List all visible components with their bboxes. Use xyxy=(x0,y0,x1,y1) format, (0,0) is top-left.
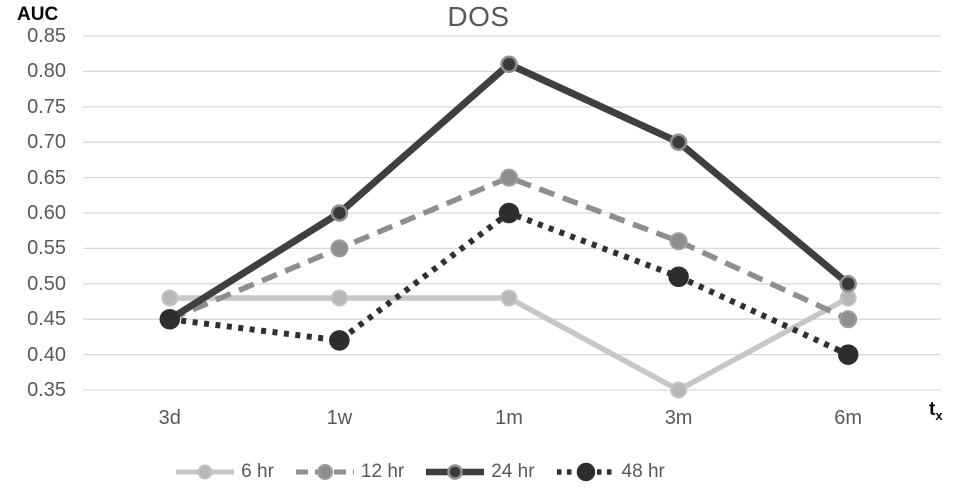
legend-marker-48-hr xyxy=(576,462,595,482)
marker-48-hr-1w xyxy=(329,330,350,351)
marker-12-hr-1w xyxy=(330,239,349,258)
y-tick-label: 0.55 xyxy=(27,237,66,260)
marker-6-hr-1w xyxy=(330,289,348,307)
legend: 6 hr 12 hr 24 hr 48 hr xyxy=(0,461,840,483)
chart-title: DOS xyxy=(447,1,510,32)
legend-label-48-hr: 48 hr xyxy=(621,461,665,482)
y-tick-label: 0.75 xyxy=(27,95,66,118)
y-tick-label: 0.50 xyxy=(27,272,66,295)
legend-marker-12-hr xyxy=(316,464,333,480)
y-tick-label: 0.60 xyxy=(27,202,66,224)
legend-swatch-12-hr xyxy=(295,464,354,480)
y-tick-label: 0.65 xyxy=(27,166,66,189)
x-tick-label-1w: 1w xyxy=(326,407,353,429)
marker-24-hr-1w xyxy=(330,204,349,222)
marker-6-hr-1m xyxy=(500,289,518,307)
marker-6-hr-3d xyxy=(161,289,179,307)
x-axis-title-sub: x xyxy=(935,407,943,423)
x-tick-label-1m: 1m xyxy=(495,407,523,429)
y-tick-label: 0.70 xyxy=(27,131,66,154)
legend-label-12-hr: 12 hr xyxy=(360,461,405,482)
y-axis-title: AUC xyxy=(17,4,59,25)
legend-swatch-24-hr xyxy=(426,464,485,480)
marker-48-hr-6m xyxy=(837,344,859,365)
marker-24-hr-6m xyxy=(839,275,857,293)
marker-48-hr-1m xyxy=(498,202,520,224)
y-tick-label: 0.40 xyxy=(27,343,66,366)
legend-swatch-6-hr xyxy=(176,464,235,480)
y-tick-label: 0.85 xyxy=(27,25,66,47)
marker-24-hr-1m xyxy=(500,55,518,74)
marker-24-hr-3m xyxy=(669,133,688,151)
marker-6-hr-3m xyxy=(670,381,688,399)
marker-48-hr-3m xyxy=(668,266,689,287)
legend-item-48-hr: 48 hr xyxy=(556,461,665,483)
x-tick-label-3m: 3m xyxy=(664,407,693,429)
marker-12-hr-1m xyxy=(500,168,518,187)
x-tick-label-3d: 3d xyxy=(158,407,181,429)
series-line-12-hr xyxy=(168,174,850,322)
legend-item-24-hr: 24 hr xyxy=(425,461,535,483)
marker-6-hr-6m xyxy=(839,289,857,307)
legend-marker-6-hr xyxy=(197,464,213,480)
marker-12-hr-6m xyxy=(839,310,858,329)
marker-12-hr-3m xyxy=(669,232,688,251)
legend-swatch-48-hr xyxy=(556,462,615,482)
legend-item-6-hr: 6 hr xyxy=(175,461,274,483)
series-line-6-hr xyxy=(169,295,850,394)
legend-label-24-hr: 24 hr xyxy=(491,461,535,482)
x-tick-label-6m: 6m xyxy=(834,407,863,429)
y-tick-label: 0.45 xyxy=(27,308,66,331)
x-axis-title: tx xyxy=(929,399,943,423)
x-axis-title-main: t xyxy=(929,399,936,420)
series-line-24-hr xyxy=(167,60,851,323)
y-tick-label: 0.80 xyxy=(27,60,66,83)
legend-label-6-hr: 6 hr xyxy=(241,461,274,482)
legend-item-12-hr: 12 hr xyxy=(295,461,404,483)
legend-marker-24-hr xyxy=(447,464,463,480)
y-tick-label: 0.35 xyxy=(27,379,66,401)
marker-48-hr-3d xyxy=(159,308,181,330)
